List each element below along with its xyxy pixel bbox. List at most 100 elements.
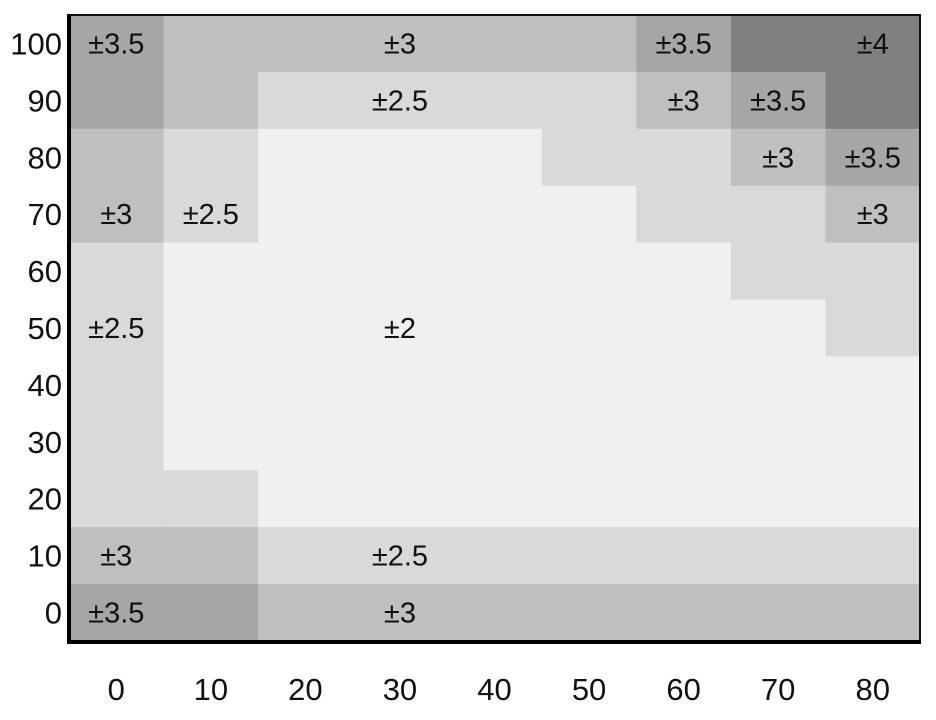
y-tick-label: 60 [28, 254, 62, 289]
cell-annotation: ±3.5 [845, 142, 901, 174]
heatmap-cell [730, 470, 826, 528]
x-tick-label: 30 [383, 672, 417, 707]
heatmap-cell [636, 71, 732, 130]
heatmap-cell [730, 527, 826, 585]
heatmap-cell [730, 71, 826, 130]
heatmap-cell [69, 71, 165, 130]
heatmap-cell [636, 242, 732, 301]
y-tick-label: 30 [28, 425, 62, 460]
heatmap-cell [636, 356, 732, 414]
heatmap-cell [825, 185, 921, 244]
heatmap-cell [258, 71, 354, 130]
heatmap-cell [541, 470, 637, 528]
cell-annotation: ±3 [100, 541, 132, 573]
y-tick-label: 80 [28, 140, 62, 175]
x-tick-label: 80 [855, 672, 889, 707]
heatmap-cell [636, 413, 732, 471]
heatmap-cell [825, 527, 921, 585]
heatmap-cell [730, 15, 826, 73]
heatmap-cell [69, 584, 165, 642]
heatmap-cell [541, 71, 637, 130]
heatmap-cell [730, 128, 826, 187]
cell-annotation: ±4 [857, 28, 889, 60]
heatmap-cell [541, 15, 637, 73]
cell-annotation: ±2.5 [372, 85, 428, 117]
heatmap-cell [163, 242, 259, 301]
heatmap-cell [69, 413, 165, 471]
heatmap-cell [636, 185, 732, 244]
heatmap-cell [69, 470, 165, 528]
cell-annotation: ±3 [100, 199, 132, 231]
heatmap-cell [825, 470, 921, 528]
x-tick-label: 60 [666, 672, 700, 707]
heatmap-cell [258, 584, 354, 642]
heatmap-cell [447, 128, 543, 187]
heatmap-cell [541, 185, 637, 244]
cell-annotation: ±3 [762, 142, 794, 174]
heatmap-cell [636, 15, 732, 73]
heatmap-cell [163, 185, 259, 244]
heatmap-cell [352, 299, 448, 357]
heatmap-cell [541, 584, 637, 642]
heatmap-cell [163, 584, 259, 642]
heatmap-cell [258, 527, 354, 585]
heatmap-cell [825, 356, 921, 414]
cell-annotation: ±3 [384, 598, 416, 630]
heatmap-cell [163, 356, 259, 414]
cell-annotation: ±3.5 [655, 28, 711, 60]
y-tick-label: 90 [28, 83, 62, 118]
heatmap-cell [352, 356, 448, 414]
y-tick-label: 20 [28, 482, 62, 517]
heatmap-cell [730, 413, 826, 471]
heatmap-cell [163, 470, 259, 528]
heatmap-cell [352, 413, 448, 471]
heatmap-cell [447, 413, 543, 471]
heatmap-cell [541, 527, 637, 585]
cell-annotation: ±3 [857, 199, 889, 231]
cell-annotation: ±2.5 [183, 199, 239, 231]
cell-annotation: ±3.5 [88, 598, 144, 630]
heatmap-cell [825, 128, 921, 187]
y-tick-label: 0 [45, 596, 62, 631]
heatmap-cell [541, 356, 637, 414]
heatmap-cell [636, 299, 732, 357]
heatmap-cell [258, 185, 354, 244]
heatmap-cell [258, 413, 354, 471]
heatmap-cell [825, 584, 921, 642]
heatmap-cell [69, 128, 165, 187]
heatmap-cell [352, 584, 448, 642]
heatmap-cell [163, 71, 259, 130]
x-tick-label: 20 [288, 672, 322, 707]
heatmap-cell [352, 470, 448, 528]
y-tick-label: 40 [28, 368, 62, 403]
y-tick-label: 10 [28, 539, 62, 574]
x-tick-label: 0 [108, 672, 125, 707]
heatmap-cell [69, 15, 165, 73]
heatmap-cell [825, 413, 921, 471]
heatmap-cell [163, 299, 259, 357]
heatmap-cell [447, 71, 543, 130]
heatmap-cell [636, 584, 732, 642]
heatmap-cell [541, 242, 637, 301]
heatmap-cell [447, 15, 543, 73]
heatmap-cell [258, 15, 354, 73]
heatmap-cell [352, 71, 448, 130]
y-tick-label: 70 [28, 197, 62, 232]
x-tick-label: 50 [572, 672, 606, 707]
heatmap-cell [447, 584, 543, 642]
heatmap-cell [447, 470, 543, 528]
cell-annotation: ±3 [384, 28, 416, 60]
heatmap-cell [163, 413, 259, 471]
heatmap-cell [730, 242, 826, 301]
cell-annotation: ±3 [668, 85, 700, 117]
heatmap-cell [352, 242, 448, 301]
x-tick-label: 40 [477, 672, 511, 707]
heatmap-cell [163, 128, 259, 187]
heatmap-cell [258, 356, 354, 414]
cell-annotation: ±2.5 [88, 313, 144, 345]
cell-annotation: ±3.5 [750, 85, 806, 117]
cell-annotation: ±2 [384, 313, 416, 345]
heatmap-cell [69, 527, 165, 585]
